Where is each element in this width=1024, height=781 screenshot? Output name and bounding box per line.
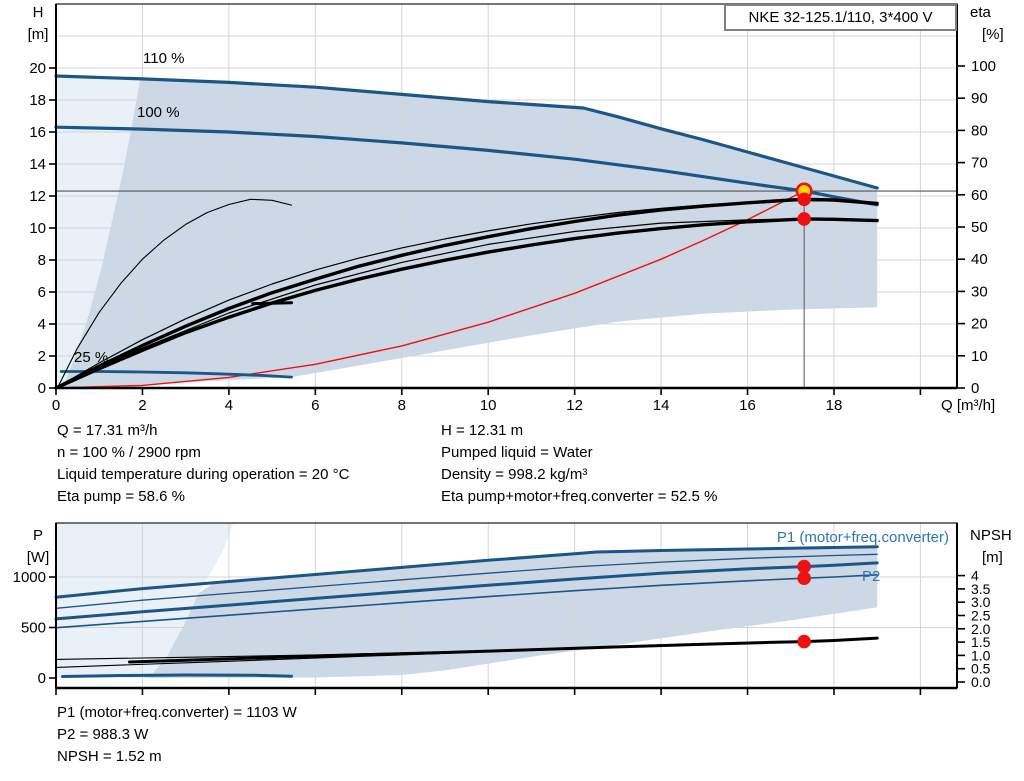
eta-total-curve xyxy=(54,217,879,390)
result-head: H = 12.31 m xyxy=(441,422,524,439)
result-eta-pump: Eta pump = 58.6 % xyxy=(57,488,185,505)
y-right-tick-label: 80 xyxy=(971,122,988,139)
y-right-tick-label: 70 xyxy=(971,155,988,172)
y-right-tick-label: 90 xyxy=(971,90,988,107)
pump-title-box: NKE 32-125.1/110, 3*400 V xyxy=(724,4,957,31)
y-left-tick-label: 2 xyxy=(38,348,46,365)
y-right-tick-label: 0 xyxy=(971,380,979,397)
x-axis-unit-label: Q [m³/h] xyxy=(941,397,995,414)
y-left-tick-label: 8 xyxy=(38,252,46,269)
speed-curve-110 xyxy=(54,74,879,190)
x-tick-label: 12 xyxy=(566,397,583,414)
power-result-block: P1 (motor+freq.converter) = 1103 W P2 = … xyxy=(57,702,297,768)
result-npsh: NPSH = 1.52 m xyxy=(57,748,162,765)
y-left-tick-label: 12 xyxy=(29,188,46,205)
x-tick-label: 10 xyxy=(480,397,497,414)
y-left-tick-label: 14 xyxy=(29,156,46,173)
y-left-tick-label: 4 xyxy=(38,316,46,333)
x-tick-label: 16 xyxy=(739,397,756,414)
y-left-tick-label: 1000 xyxy=(13,569,46,586)
result-speed: n = 100 % / 2900 rpm xyxy=(57,444,201,461)
result-eta-total: Eta pump+motor+freq.converter = 52.5 % xyxy=(441,488,718,505)
p-25-curve xyxy=(61,673,293,678)
y-right-tick-label: 0.0 xyxy=(971,674,991,690)
eta-pump-marker xyxy=(797,192,811,207)
y-right-axis-unit: [%] xyxy=(982,26,1004,43)
y-right-tick-label: 2.0 xyxy=(971,621,991,637)
y-right-tick-label: 3.0 xyxy=(971,594,991,610)
y-right-tick-label: 1.0 xyxy=(971,647,991,663)
y-left-axis-unit: [m] xyxy=(28,26,49,43)
result-p2: P2 = 988.3 W xyxy=(57,726,149,743)
p2-110-curve xyxy=(55,553,878,609)
speed-curve-25 xyxy=(59,370,293,379)
eta-flat-segment xyxy=(251,301,293,306)
result-density: Density = 998.2 kg/m³ xyxy=(441,466,588,483)
eta-reduced-speed-curve xyxy=(57,198,293,387)
y-right-tick-label: 2.5 xyxy=(971,608,991,624)
y-right-axis-unit: [m] xyxy=(982,549,1003,566)
y-left-tick-label: 16 xyxy=(29,124,46,141)
npsh-strand-b xyxy=(55,641,805,668)
y-left-axis-unit: [W] xyxy=(27,549,50,566)
x-tick-label: 18 xyxy=(826,397,843,414)
curve-label: P1 (motor+freq.converter) xyxy=(777,529,949,546)
x-tick-label: 14 xyxy=(653,397,670,414)
y-left-axis-title: P xyxy=(33,527,43,544)
eta-total-marker xyxy=(797,212,811,226)
y-right-tick-label: 4 xyxy=(971,568,979,584)
y-right-tick-label: 3.5 xyxy=(971,581,991,597)
power-envelope-light xyxy=(56,523,234,678)
y-left-tick-label: 10 xyxy=(29,220,46,237)
eta-strand-b xyxy=(55,218,878,389)
result-pumped-liquid: Pumped liquid = Water xyxy=(441,444,593,461)
envelope-light xyxy=(56,76,141,388)
x-tick-label: 2 xyxy=(138,397,146,414)
system-curve xyxy=(55,190,805,389)
y-right-tick-label: 50 xyxy=(971,219,988,236)
eta-strand-a xyxy=(55,200,878,389)
curve-label: 110 % xyxy=(143,50,184,67)
y-left-tick-label: 0 xyxy=(38,670,46,687)
y-right-axis-title: eta xyxy=(970,4,992,21)
curve-label: 25 % xyxy=(74,349,108,366)
curve-label: P2 xyxy=(862,568,880,585)
result-p1: P1 (motor+freq.converter) = 1103 W xyxy=(57,704,297,721)
duty-result-block-right: H = 12.31 m Pumped liquid = Water Densit… xyxy=(441,420,717,508)
x-tick-label: 4 xyxy=(225,397,233,414)
npsh-marker xyxy=(797,634,811,649)
y-left-tick-label: 6 xyxy=(38,284,46,301)
y-right-tick-label: 40 xyxy=(971,251,988,268)
envelope-main xyxy=(62,77,878,388)
speed-curve-100 xyxy=(54,125,879,207)
y-right-tick-label: 10 xyxy=(971,348,988,365)
p1-110-curve xyxy=(54,545,879,599)
y-right-tick-label: 0.5 xyxy=(971,661,991,677)
y-right-tick-label: 20 xyxy=(971,316,988,333)
y-right-tick-label: 1.5 xyxy=(971,634,991,650)
y-left-tick-label: 500 xyxy=(21,620,46,637)
curve-label: 100 % xyxy=(137,104,180,121)
p1-marker xyxy=(797,559,811,574)
y-left-tick-label: 18 xyxy=(29,92,46,109)
y-right-tick-label: 30 xyxy=(971,283,988,300)
y-right-axis-title: NPSH xyxy=(970,527,1012,544)
result-flow: Q = 17.31 m³/h xyxy=(57,422,158,439)
duty-result-block-left: Q = 17.31 m³/h n = 100 % / 2900 rpm Liqu… xyxy=(57,420,349,508)
power-envelope-main xyxy=(144,546,878,678)
y-left-tick-label: 20 xyxy=(29,60,46,77)
x-tick-label: 8 xyxy=(398,397,406,414)
p2-marker xyxy=(797,571,811,586)
y-left-axis-title: H xyxy=(33,4,44,21)
x-tick-label: 6 xyxy=(311,397,319,414)
y-left-tick-label: 0 xyxy=(38,380,46,397)
y-right-tick-label: 60 xyxy=(971,187,988,204)
x-tick-label: 0 xyxy=(52,397,60,414)
y-right-tick-label: 100 xyxy=(971,58,996,75)
result-liquid-temperature: Liquid temperature during operation = 20… xyxy=(57,466,350,483)
